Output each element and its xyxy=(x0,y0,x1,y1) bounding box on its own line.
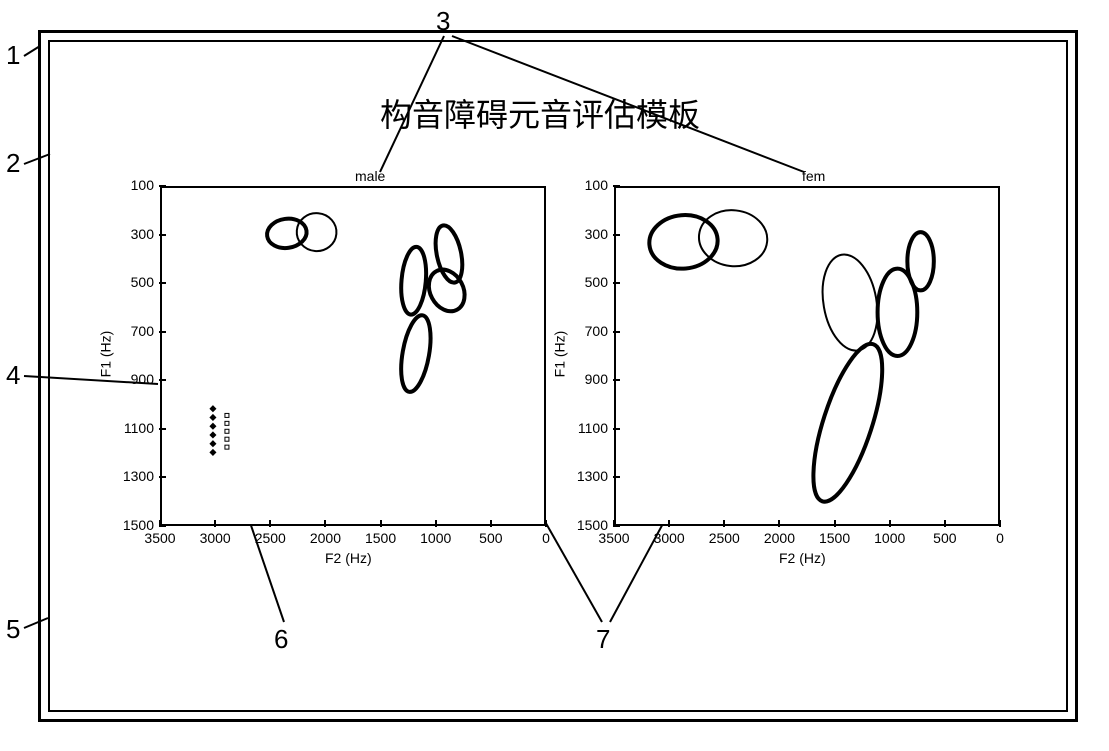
ytick-label: 700 xyxy=(566,323,608,339)
xtick-label: 2000 xyxy=(757,530,801,546)
vowel-ellipse xyxy=(422,263,472,317)
x-axis-label-male: F2 (Hz) xyxy=(325,550,372,566)
vowel-ellipse xyxy=(295,212,338,253)
callout-6: 6 xyxy=(274,624,288,655)
ytick-label: 500 xyxy=(112,274,154,290)
callout-1: 1 xyxy=(6,40,20,71)
xtick-label: 2500 xyxy=(702,530,746,546)
ytick-label: 900 xyxy=(112,371,154,387)
xtick-label: 0 xyxy=(978,530,1022,546)
ytick-label: 1100 xyxy=(566,420,608,436)
vowel-ellipse xyxy=(399,246,429,316)
xtick-label: 3000 xyxy=(647,530,691,546)
xtick-label: 1000 xyxy=(868,530,912,546)
legend-marker xyxy=(225,413,229,417)
legend-marker xyxy=(209,449,216,456)
callout-7: 7 xyxy=(596,624,610,655)
legend-marker xyxy=(225,437,229,441)
chart-title-fem: fem xyxy=(802,168,825,184)
ytick-label: 100 xyxy=(112,177,154,193)
xtick-label: 1500 xyxy=(813,530,857,546)
callout-2: 2 xyxy=(6,148,20,179)
xtick-label: 3500 xyxy=(592,530,636,546)
xtick-label: 0 xyxy=(524,530,568,546)
ytick-label: 300 xyxy=(112,226,154,242)
xtick-label: 1000 xyxy=(414,530,458,546)
xtick-label: 1500 xyxy=(359,530,403,546)
callout-3: 3 xyxy=(436,6,450,37)
vowel-ellipse xyxy=(816,250,885,355)
xtick-label: 2000 xyxy=(303,530,347,546)
legend-marker xyxy=(209,405,216,412)
legend-marker xyxy=(225,429,229,433)
legend-marker xyxy=(209,440,216,447)
y-axis-label-male: F1 (Hz) xyxy=(97,331,113,378)
ytick-label: 300 xyxy=(566,226,608,242)
xtick-label: 2500 xyxy=(248,530,292,546)
xtick-label: 500 xyxy=(469,530,513,546)
ytick-label: 1300 xyxy=(566,468,608,484)
ellipses-fem xyxy=(614,186,1000,526)
x-axis-label-fem: F2 (Hz) xyxy=(779,550,826,566)
chart-title-male: male xyxy=(355,168,385,184)
xtick-label: 3000 xyxy=(193,530,237,546)
vowel-ellipse xyxy=(799,337,896,509)
legend-marker xyxy=(225,421,229,425)
vowel-ellipse xyxy=(431,223,467,285)
callout-4: 4 xyxy=(6,360,20,391)
legend-marker xyxy=(209,414,216,421)
vowel-ellipse xyxy=(647,212,720,271)
legend-marker xyxy=(225,445,229,449)
vowel-ellipse xyxy=(907,232,933,290)
xtick-label: 500 xyxy=(923,530,967,546)
ytick-label: 100 xyxy=(566,177,608,193)
vowel-ellipse xyxy=(396,313,436,394)
legend-marker xyxy=(209,423,216,430)
y-axis-label-fem: F1 (Hz) xyxy=(551,331,567,378)
ellipses-male xyxy=(160,186,546,526)
ytick-label: 1100 xyxy=(112,420,154,436)
ytick-label: 700 xyxy=(112,323,154,339)
ytick-label: 500 xyxy=(566,274,608,290)
ytick-label: 900 xyxy=(566,371,608,387)
legend-marker xyxy=(209,431,216,438)
ytick-label: 1300 xyxy=(112,468,154,484)
xtick-label: 3500 xyxy=(138,530,182,546)
page-title: 构音障碍元音评估模板 xyxy=(380,90,700,136)
callout-5: 5 xyxy=(6,614,20,645)
